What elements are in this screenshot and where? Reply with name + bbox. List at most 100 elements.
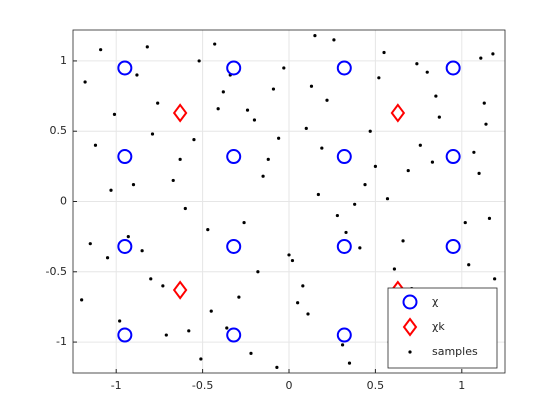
sample-point <box>373 164 377 168</box>
sample-point <box>109 188 113 192</box>
sample-point <box>187 329 191 333</box>
sample-point <box>131 183 136 187</box>
sample-point <box>316 192 320 197</box>
diamond-point <box>172 103 188 123</box>
x-tick-label: 1 <box>458 379 465 392</box>
sample-point <box>353 202 357 206</box>
x-tick-label: -0.5 <box>192 379 213 392</box>
sample-point <box>112 112 117 116</box>
sample-point <box>225 326 229 330</box>
sample-point <box>216 107 220 111</box>
sample-point <box>245 108 250 112</box>
sample-point <box>377 76 381 80</box>
sample-point <box>93 143 98 147</box>
sample-point <box>472 150 476 154</box>
sample-point <box>80 298 84 302</box>
y-tick-label: -1 <box>56 335 67 348</box>
sample-point <box>145 45 149 49</box>
sample-point <box>149 277 153 281</box>
sample-point <box>199 357 203 361</box>
legend: χ χk samples <box>387 287 498 369</box>
sample-point <box>434 94 438 98</box>
y-tick-label: -0.5 <box>46 265 67 278</box>
sample-point <box>242 220 246 225</box>
y-tick-label: 0.5 <box>50 124 68 137</box>
sample-point <box>197 59 201 63</box>
sample-point <box>491 52 495 56</box>
circle-point <box>117 60 133 76</box>
sample-point <box>467 263 471 267</box>
sample-point <box>479 56 483 60</box>
sample-point <box>368 129 372 133</box>
sample-point <box>484 122 488 126</box>
sample-point <box>437 115 441 119</box>
sample-point <box>99 48 103 52</box>
x-tick-label: -1 <box>111 379 122 392</box>
legend-label: samples <box>432 345 478 358</box>
circle-point <box>336 149 352 165</box>
y-tick-label: 0 <box>60 195 67 208</box>
sample-point <box>335 213 339 218</box>
circle-point <box>117 327 133 343</box>
sample-point <box>171 178 175 183</box>
sample-point <box>178 157 182 161</box>
circle-point <box>226 149 242 165</box>
sample-point <box>192 138 196 142</box>
sample-point <box>363 183 367 187</box>
sample-point <box>325 98 329 102</box>
sample-point <box>126 235 130 239</box>
circle-point <box>445 60 461 76</box>
sample-point <box>332 38 336 42</box>
sample-point <box>118 319 122 323</box>
sample-point <box>271 87 276 91</box>
sample-point <box>487 216 492 220</box>
circle-point <box>445 238 461 254</box>
sample-point <box>213 42 217 46</box>
sample-point <box>140 249 144 253</box>
legend-label: χk <box>432 320 445 333</box>
sample-point <box>287 253 291 257</box>
sample-point <box>206 228 210 232</box>
sample-point <box>358 246 362 250</box>
diamond-point <box>390 103 406 123</box>
sample-point <box>406 168 410 173</box>
sample-point <box>477 171 481 175</box>
circle-point <box>336 327 352 343</box>
sample-point <box>221 90 225 94</box>
sample-point <box>320 146 324 150</box>
sample-point <box>392 267 397 271</box>
sample-point <box>290 258 295 263</box>
sample-point <box>252 118 257 122</box>
sample-point <box>275 365 279 369</box>
sample-point <box>161 284 165 288</box>
sample-point <box>482 101 486 105</box>
circle-point <box>336 238 352 254</box>
sample-point <box>344 230 348 235</box>
circle-point <box>117 149 133 165</box>
circle-point <box>336 60 352 76</box>
sample-point <box>88 242 92 246</box>
x-tick-label: 0 <box>286 379 293 392</box>
sample-point <box>266 157 270 161</box>
sample-point <box>164 333 168 337</box>
sample-point <box>83 80 87 84</box>
sample-point <box>150 132 155 136</box>
sample-point <box>347 361 352 365</box>
sample-point <box>340 343 345 347</box>
circle-point <box>117 238 133 254</box>
sample-point <box>493 277 497 281</box>
legend-label: χ <box>432 295 439 308</box>
sample-point <box>463 220 467 225</box>
sample-point <box>385 197 390 201</box>
sample-point <box>105 256 110 260</box>
sample-point <box>309 84 314 88</box>
sample-point <box>183 206 187 211</box>
sample-point <box>296 301 300 305</box>
sample-point <box>135 73 139 77</box>
sample-point <box>304 126 308 131</box>
x-tick-label: 0.5 <box>367 379 385 392</box>
sample-point <box>382 50 386 55</box>
sample-point <box>306 312 310 316</box>
circle-point <box>445 149 461 165</box>
